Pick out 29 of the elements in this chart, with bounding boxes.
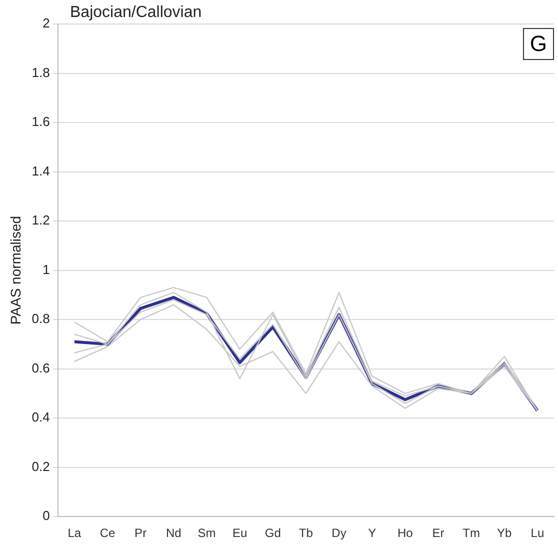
x-tick-label: Eu (232, 526, 248, 540)
y-tick-label: 1.6 (32, 114, 50, 130)
x-tick-label: Ce (100, 526, 116, 540)
y-tick-label: 1.4 (32, 163, 50, 178)
x-tick-label: Er (432, 526, 444, 540)
y-tick-label: 0.2 (32, 458, 50, 474)
x-tick-label: Yb (497, 526, 512, 540)
chart-title: Bajocian/Callovian (70, 4, 202, 22)
y-tick-label: 0.6 (32, 360, 50, 376)
x-tick-label: Nd (166, 526, 182, 540)
y-tick-label: 2 (42, 16, 50, 31)
x-tick-label: Gd (264, 526, 281, 540)
x-tick-label: Y (368, 526, 376, 540)
y-tick-label: 1 (42, 262, 50, 277)
y-tick-label: 0 (42, 508, 50, 524)
x-tick-label: Tm (462, 526, 480, 540)
x-tick-label: Sm (198, 526, 216, 540)
y-axis-title: PAAS normalised (7, 216, 24, 325)
x-tick-label: Dy (332, 526, 346, 540)
y-tick-label: 1.8 (32, 64, 50, 80)
y-tick-label: 1.2 (32, 212, 50, 228)
x-tick-label: Pr (134, 526, 147, 540)
x-tick-label: Lu (530, 526, 544, 540)
x-tick-label: Ho (397, 526, 414, 540)
annotation: G (522, 28, 554, 60)
y-tick-label: 0.4 (32, 410, 50, 425)
x-tick-label: Tb (298, 526, 314, 540)
y-tick-label: 0.8 (32, 311, 50, 326)
x-tick-label: La (68, 526, 82, 540)
